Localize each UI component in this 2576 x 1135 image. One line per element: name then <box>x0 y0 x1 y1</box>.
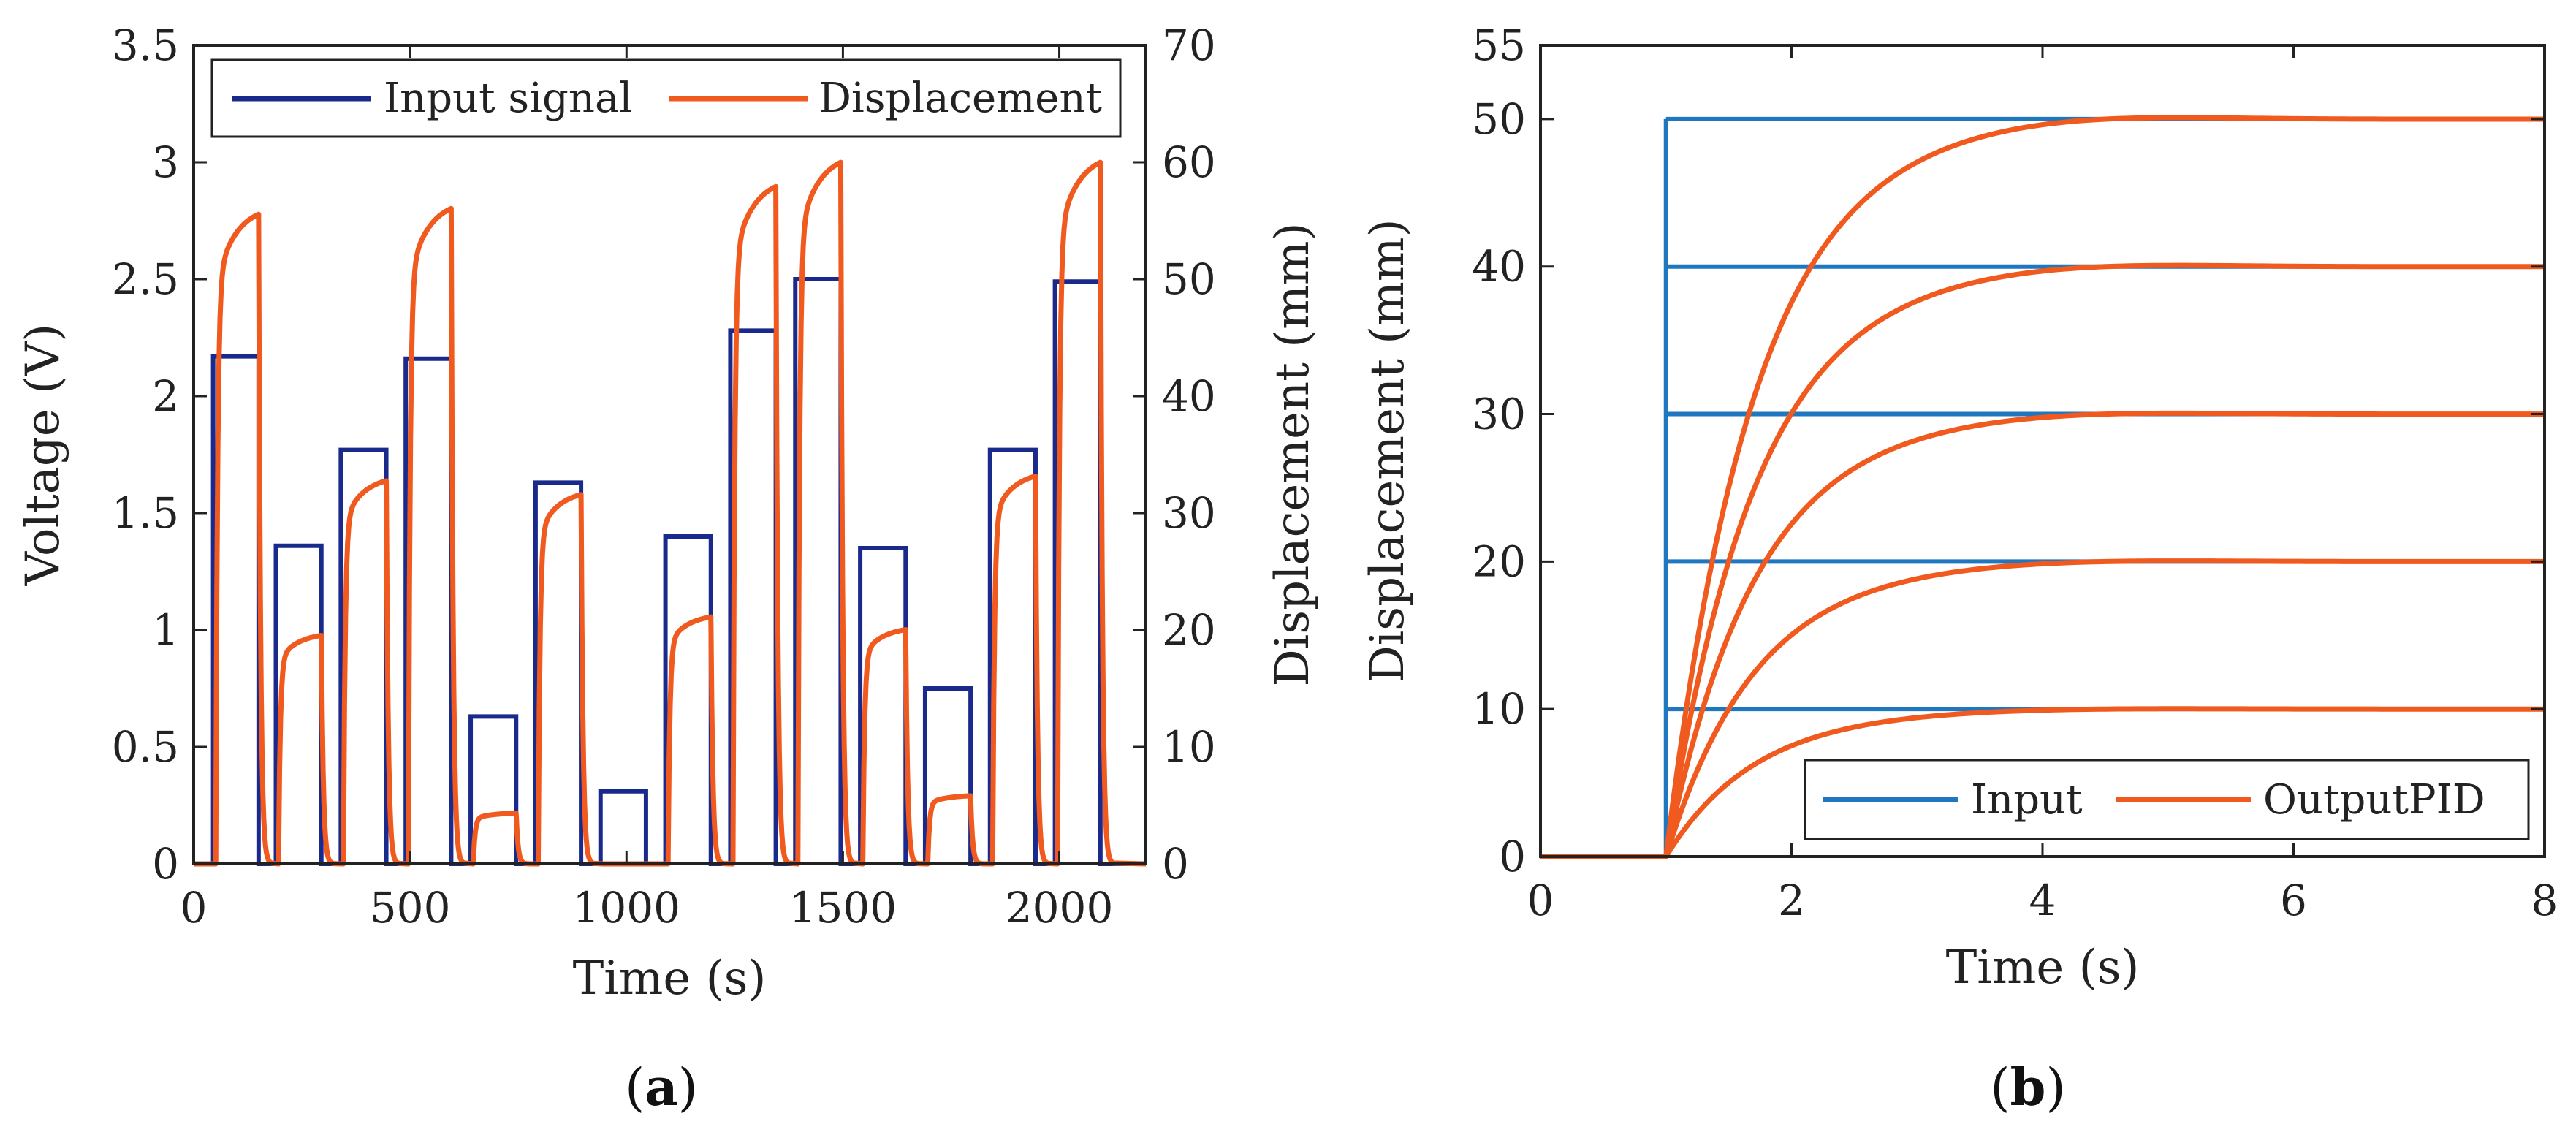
chart-a-ytick-left-label: 1 <box>152 605 179 655</box>
output-pid-40 <box>1540 262 2545 859</box>
chart-b-xtick-label: 2 <box>1778 876 1805 925</box>
chart-b-ytick-label: 55 <box>1472 20 1526 70</box>
legend-b-input-label: Input <box>1971 776 2083 824</box>
chart-a-ytick-left-label: 0 <box>152 839 179 889</box>
legend-a: Input signal Displacement <box>210 58 1122 138</box>
chart-a-ytick-left-label: 0.5 <box>112 722 179 772</box>
output-pid-10 <box>1540 706 2545 859</box>
output-pid-30 <box>1540 410 2545 859</box>
output-pid-50 <box>1540 115 2545 859</box>
chart-a-frame <box>192 44 1147 865</box>
chart-b-ytick-label: 30 <box>1472 390 1526 439</box>
chart-b-ylabel: Displacement (mm) <box>1361 219 1415 683</box>
caption-a-letter: a <box>645 1057 677 1117</box>
chart-a-ytick-right-label: 0 <box>1162 839 1189 889</box>
chart-a-xlabel: Time (s) <box>573 952 767 1006</box>
caption-a: (a) <box>625 1057 698 1117</box>
chart-b-xtick-label: 0 <box>1527 876 1554 925</box>
caption-b: (b) <box>1990 1057 2066 1117</box>
displacement-series <box>194 159 1147 867</box>
output-pid-series <box>1540 115 2545 859</box>
chart-a-ytick-left-label: 3.5 <box>112 20 179 70</box>
chart-a-ytick-left-label: 3 <box>152 137 179 187</box>
chart-a-xtick-label: 500 <box>370 883 451 933</box>
chart-b-ytick-label: 50 <box>1472 94 1526 144</box>
chart-b: 0 2 4 6 8 0 10 20 30 40 50 55 Input OutputPID Time… <box>1361 20 2558 1117</box>
output-pid-20 <box>1540 558 2545 859</box>
chart-a-ytick-right-label: 70 <box>1162 20 1216 70</box>
chart-a-ytick-left-label: 1.5 <box>112 488 179 538</box>
chart-b-ytick-label: 10 <box>1472 684 1526 734</box>
chart-a-ytick-left-label: 2.5 <box>112 254 179 304</box>
chart-b-ytick-label: 0 <box>1499 832 1526 881</box>
legend-b: Input OutputPID <box>1804 759 2530 840</box>
chart-a-ytick-right-label: 20 <box>1162 605 1216 655</box>
chart-b-ytick-label: 40 <box>1472 242 1526 292</box>
chart-b-ytick-label: 20 <box>1472 536 1526 586</box>
chart-b-xtick-label: 6 <box>2280 876 2307 925</box>
chart-a-ytick-right-label: 10 <box>1162 722 1216 772</box>
chart-a-xtick-label: 0 <box>181 883 208 933</box>
chart-a-xtick-label: 1000 <box>572 883 680 933</box>
chart-b-xtick-label: 4 <box>2029 876 2056 925</box>
chart-a-ytick-right-label: 60 <box>1162 137 1216 187</box>
chart-a-xtick-label: 1500 <box>789 883 897 933</box>
displacement-line <box>194 159 1147 867</box>
chart-a-ytick-right-label: 50 <box>1162 254 1216 304</box>
chart-a-ytick-right-label: 30 <box>1162 488 1216 538</box>
chart-a-xtick-label: 2000 <box>1006 883 1114 933</box>
legend-a-input-label: Input signal <box>384 75 632 122</box>
chart-a-ylabel-right: Displacement (mm) <box>1266 222 1320 686</box>
chart-b-frame <box>1539 44 2546 858</box>
chart-a: 0 500 1000 1500 2000 0 0.5 1 1.5 2 2.5 3 3.5 0 10 20 3… <box>16 20 1320 1117</box>
chart-b-xlabel: Time (s) <box>1946 941 2140 995</box>
caption-b-letter: b <box>2010 1057 2046 1117</box>
legend-a-disp-label: Displacement <box>818 75 1103 122</box>
chart-a-ytick-right-label: 40 <box>1162 371 1216 421</box>
chart-a-ytick-left-label: 2 <box>152 371 179 421</box>
legend-b-output-label: OutputPID <box>2263 776 2485 824</box>
chart-a-ylabel-left: Voltage (V) <box>16 324 70 587</box>
chart-b-xtick-label: 8 <box>2531 876 2558 925</box>
